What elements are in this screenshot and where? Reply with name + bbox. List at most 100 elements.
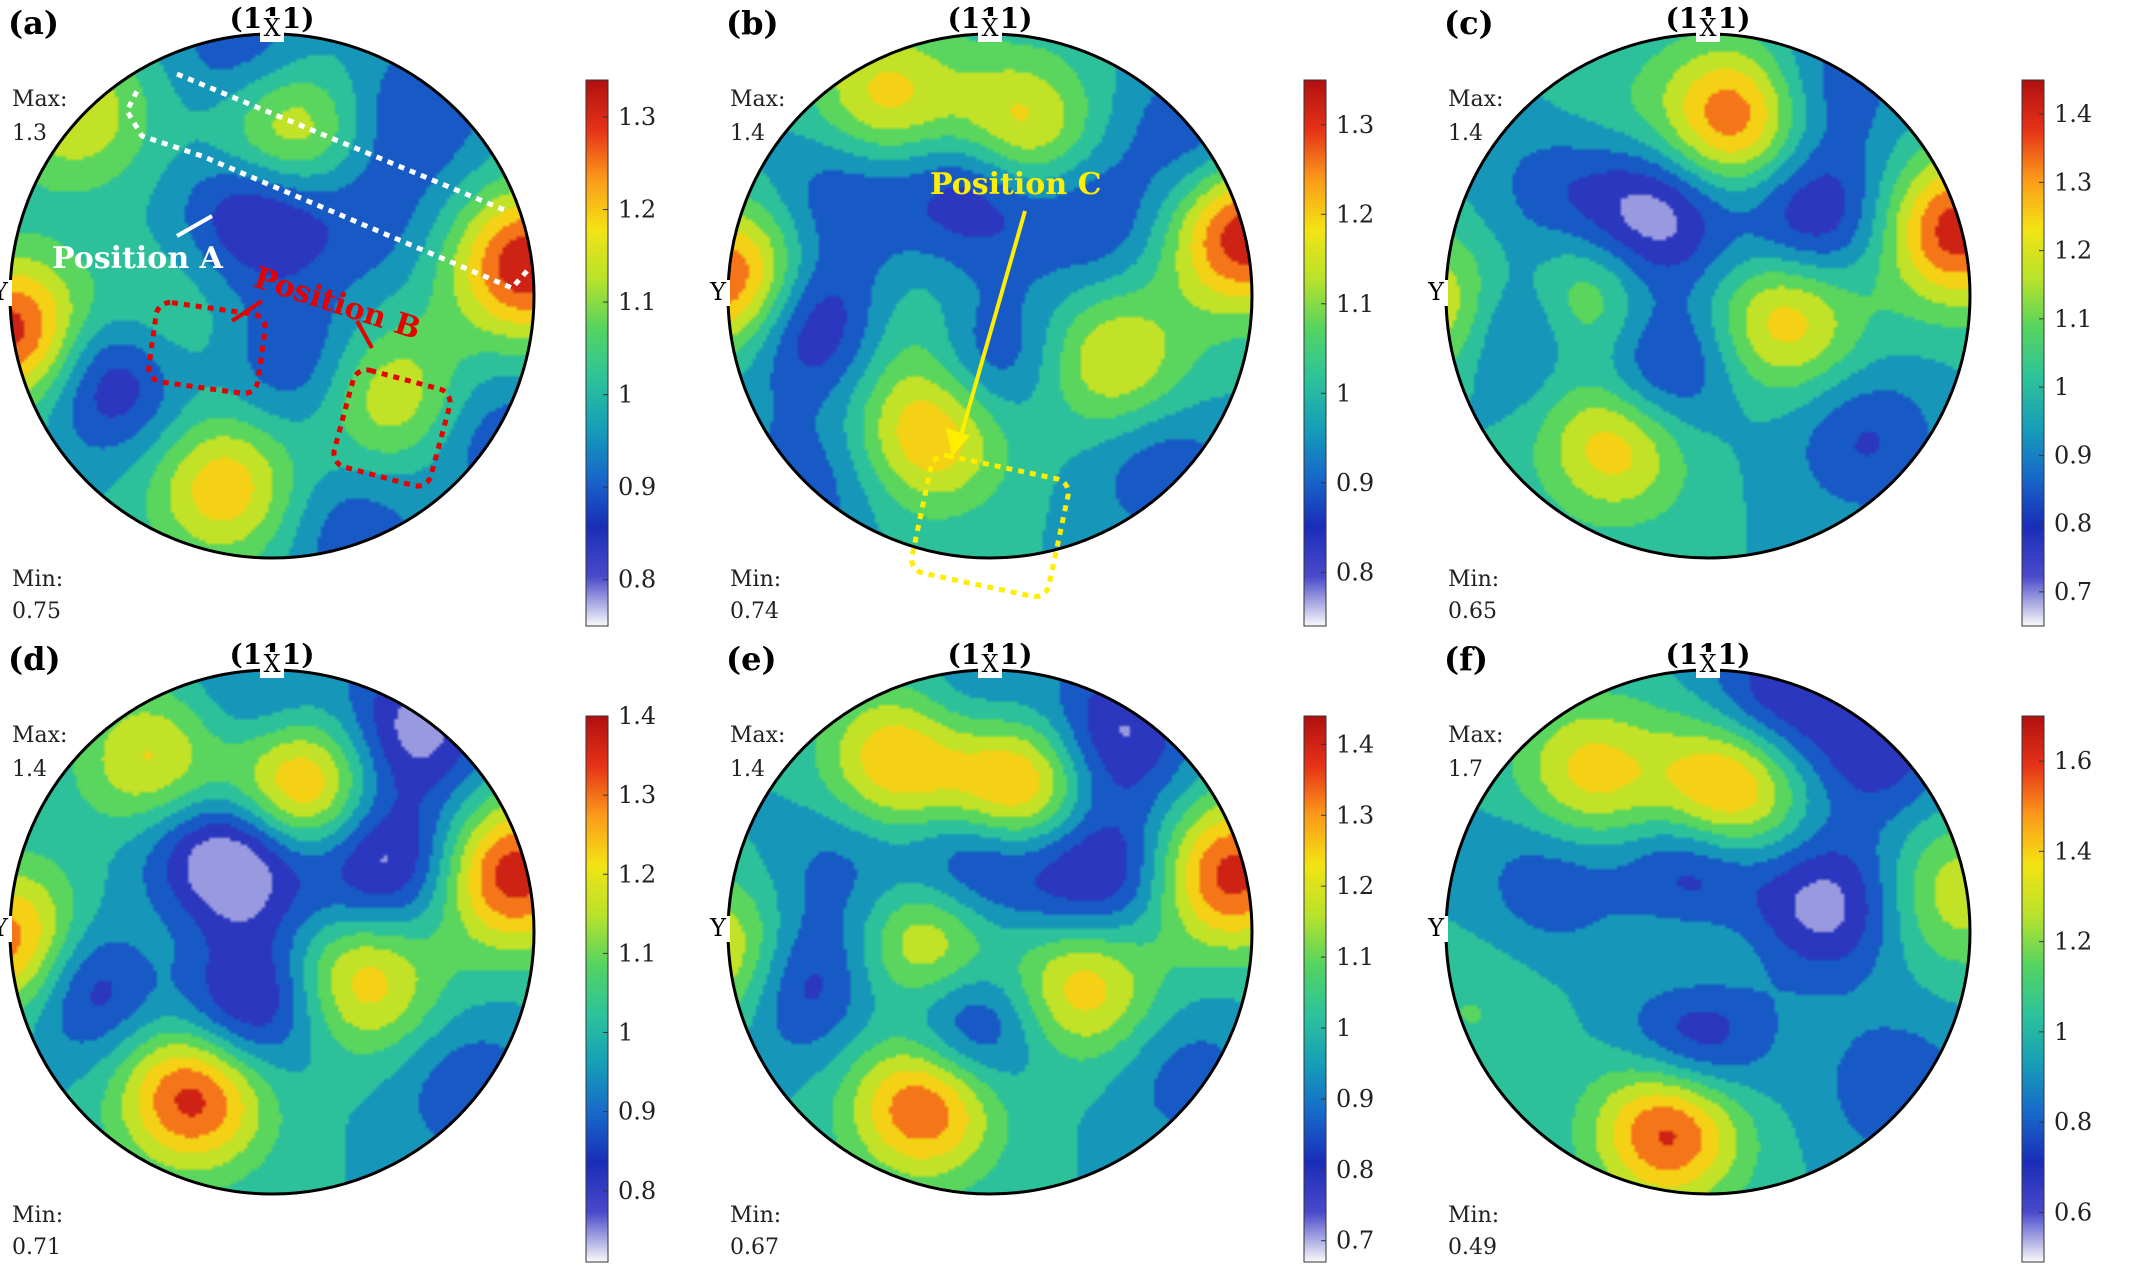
colorbar-tick-label: 1.2 (1336, 872, 1374, 900)
min-label: Min: (1448, 1203, 1499, 1228)
x-axis-marker-box (978, 16, 1002, 42)
min-label: Min: (12, 1203, 63, 1228)
x-axis-label: X (263, 14, 280, 42)
panel-label: (b) (726, 4, 779, 42)
pole-figure-panel: (e)(111)XYMax:1.4Min:0.671.41.31.21.110.… (706, 638, 1374, 1263)
max-label: Max: (730, 87, 785, 112)
colorbar-tick-label: 1.4 (618, 702, 656, 730)
position-a-label: Position A (52, 241, 224, 276)
colorbar-tick-label: 0.9 (2054, 441, 2092, 469)
colorbar-tick-label: 1 (618, 1019, 633, 1047)
max-value: 1.4 (730, 757, 765, 782)
position-c-box (909, 452, 1071, 600)
y-axis-label: Y (1427, 278, 1445, 306)
colorbar-tick-label: 1.6 (2054, 747, 2092, 775)
pole-figure-panel: (f)(111)XYMax:1.7Min:0.491.61.41.210.80.… (1424, 638, 2092, 1263)
x-axis-label: X (1699, 650, 1716, 678)
y-axis-marker-box (706, 916, 730, 942)
y-axis-marker-box (1424, 916, 1448, 942)
max-label: Max: (12, 723, 67, 748)
pole-figure-density-map (728, 34, 1252, 558)
min-label: Min: (1448, 567, 1499, 592)
colorbar-tick-label: 0.7 (2054, 578, 2092, 606)
pole-figure-density-map (1446, 670, 1970, 1194)
colorbar-tick-label: 1.3 (1336, 111, 1374, 139)
colorbar-tick-label: 1.1 (2054, 305, 2092, 333)
x-axis-marker-box (260, 652, 284, 678)
pole-figure-panel: (c)(111)XYMax:1.4Min:0.651.41.31.21.110.… (1424, 2, 2092, 627)
colorbar-tick-label: 0.7 (1336, 1227, 1374, 1255)
colorbar-tick-label: 1 (618, 381, 633, 409)
panel-label: (d) (8, 640, 61, 678)
min-value: 0.74 (730, 599, 779, 624)
panel-label: (a) (8, 4, 59, 42)
colorbar-tick-label: 1.1 (618, 288, 656, 316)
position-b-box-left (146, 300, 268, 396)
y-axis-label: Y (1427, 914, 1445, 942)
colorbar-tick-label: 0.6 (2054, 1198, 2092, 1226)
colorbar-tick-label: 1 (2054, 373, 2069, 401)
colorbar-tick-label: 1.2 (618, 860, 656, 888)
panel-label: (e) (726, 640, 777, 678)
colorbar-tick-label: 1.1 (1336, 290, 1374, 318)
colorbar-tick-label: 1.4 (2054, 100, 2092, 128)
pole-figure-density-map (10, 670, 534, 1194)
min-label: Min: (12, 567, 63, 592)
colorbar-tick-label: 0.9 (1336, 1085, 1374, 1113)
colorbar-tick-label: 1.2 (2054, 928, 2092, 956)
max-value: 1.4 (730, 121, 765, 146)
panel-label: (c) (1444, 4, 1494, 42)
colorbar-tick-label: 0.8 (1336, 558, 1374, 586)
colorbar (1303, 715, 1327, 1263)
colorbar-tick-label: 0.8 (618, 566, 656, 594)
x-axis-marker-box (978, 652, 1002, 678)
colorbar-tick-label: 1.3 (1336, 801, 1374, 829)
colorbar-tick-label: 0.8 (2054, 510, 2092, 538)
max-value: 1.7 (1448, 757, 1483, 782)
max-label: Max: (1448, 723, 1503, 748)
x-axis-label: X (263, 650, 280, 678)
x-axis-label: X (981, 650, 998, 678)
colorbar-tick-label: 1.4 (1336, 730, 1374, 758)
y-axis-marker-box (0, 280, 12, 306)
colorbar-tick-label: 0.9 (618, 1098, 656, 1126)
panel-label: (f) (1444, 640, 1488, 678)
max-label: Max: (12, 87, 67, 112)
pole-figure-panel: (b)(111)XYMax:1.4Min:0.741.31.21.110.90.… (706, 2, 1374, 627)
colorbar-tick-label: 1 (1336, 1014, 1351, 1042)
colorbar-tick-label: 1.3 (618, 103, 656, 131)
position-c-label: Position C (930, 167, 1101, 202)
colorbar-tick-label: 1.2 (2054, 237, 2092, 265)
position-b-arrow (230, 299, 264, 323)
colorbar-tick-label: 0.9 (1336, 469, 1374, 497)
min-value: 0.71 (12, 1235, 61, 1260)
min-value: 0.49 (1448, 1235, 1497, 1260)
colorbar-tick-label: 1.3 (2054, 168, 2092, 196)
pole-figure-panel: (d)(111)XYMax:1.4Min:0.711.41.31.21.110.… (0, 638, 656, 1263)
pole-figure-density-map (728, 670, 1252, 1194)
position-c-arrowhead (946, 428, 970, 456)
position-a-arrow (176, 214, 213, 238)
colorbar (1303, 79, 1327, 627)
position-b-arrow (355, 320, 374, 349)
min-value: 0.67 (730, 1235, 779, 1260)
max-value: 1.3 (12, 121, 47, 146)
colorbar-tick-label: 1.2 (618, 196, 656, 224)
y-axis-label: Y (709, 914, 727, 942)
max-label: Max: (730, 723, 785, 748)
y-axis-marker-box (1424, 280, 1448, 306)
colorbar-tick-label: 1.1 (1336, 943, 1374, 971)
colorbar-tick-label: 1.3 (618, 781, 656, 809)
min-value: 0.65 (1448, 599, 1497, 624)
position-c-arrow (956, 210, 1027, 447)
pole-figure-density-map (1446, 34, 1970, 558)
min-label: Min: (730, 1203, 781, 1228)
max-value: 1.4 (1448, 121, 1483, 146)
x-axis-label: X (1699, 14, 1716, 42)
colorbar-tick-label: 0.8 (1336, 1156, 1374, 1184)
x-axis-marker-box (1696, 16, 1720, 42)
colorbar (2021, 79, 2045, 627)
max-value: 1.4 (12, 757, 47, 782)
position-b-box-right (331, 367, 453, 489)
x-axis-marker-box (1696, 652, 1720, 678)
